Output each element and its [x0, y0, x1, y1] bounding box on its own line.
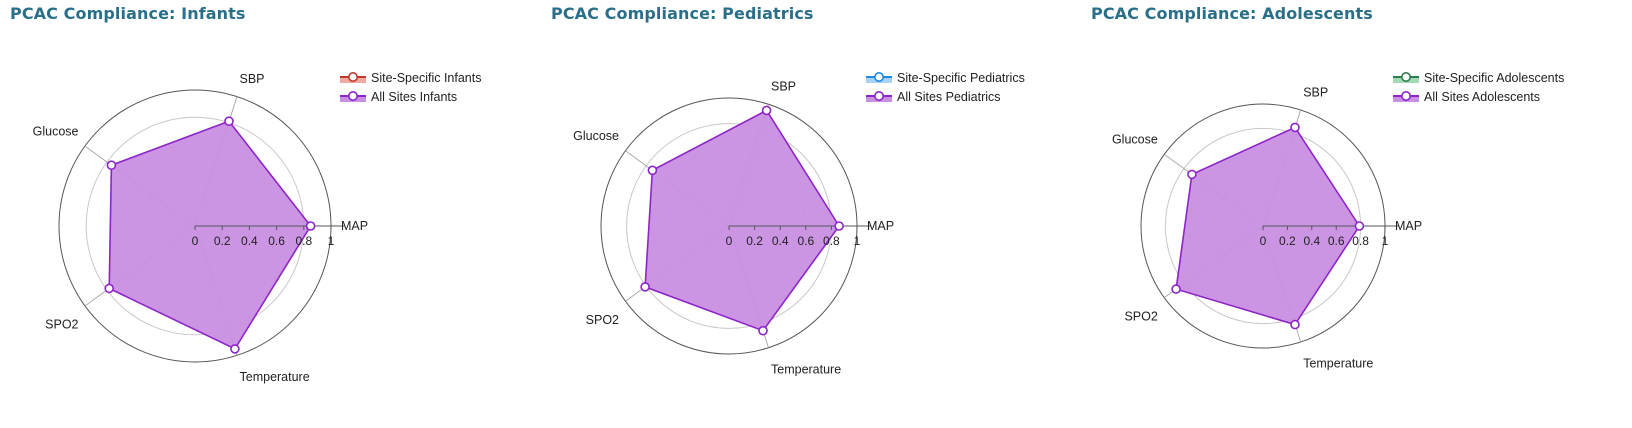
point-sbp[interactable] [1290, 122, 1300, 133]
tick-label-0: 0 [1260, 234, 1267, 248]
radar-chart-pediatrics: 0 0.2 0.4 0.6 0.8 1 MAP SBP Glucose SPO2 Temperatu… [573, 71, 1025, 377]
axis-label-temperature: Temperature [240, 370, 310, 384]
series-layer [644, 109, 841, 332]
point-sbp[interactable] [761, 105, 772, 116]
legend-label: All Sites Pediatrics [897, 90, 1001, 104]
tick-label-0-6: 0.6 [797, 234, 814, 248]
point-spo2[interactable] [1171, 284, 1181, 294]
point-map[interactable] [834, 221, 844, 231]
legend-label: Site-Specific Adolescents [1424, 71, 1564, 85]
series-area-all-sites-pediatrics [644, 109, 841, 332]
legend-swatch-marker [1400, 72, 1411, 83]
chart-panel-pediatrics: PCAC Compliance: Pediatrics 0 0.2 0.4 0.6 0.… [551, 0, 1091, 428]
legend-swatch-marker [347, 91, 358, 102]
legend-item-site-specific-pediatrics[interactable]: Site-Specific Pediatrics [866, 71, 1025, 85]
axis-labels: MAP SBP Glucose SPO2 Temperature [33, 72, 368, 384]
legend-label: All Sites Infants [371, 90, 457, 104]
axis-label-sbp: SBP [240, 72, 265, 86]
legend: Site-Specific Pediatrics All Sites Pediat… [866, 71, 1025, 104]
legend-swatch-marker [1400, 91, 1411, 102]
tick-label-0: 0 [192, 234, 199, 248]
legend-item-site-specific-adolescents[interactable]: Site-Specific Adolescents [1393, 71, 1564, 85]
series-points [640, 105, 844, 336]
axis-label-spo2: SPO2 [45, 318, 78, 332]
axis-label-spo2: SPO2 [1124, 309, 1157, 323]
point-temperature[interactable] [230, 344, 240, 354]
point-temperature[interactable] [1290, 319, 1300, 330]
tick-label-0-4: 0.4 [241, 234, 258, 248]
tick-label-0-8: 0.8 [295, 234, 312, 248]
legend-item-all-sites-pediatrics[interactable]: All Sites Pediatrics [866, 90, 1001, 104]
legend-label: Site-Specific Infants [371, 71, 481, 85]
legend: Site-Specific Infants All Sites Infants [340, 71, 481, 104]
axis-label-map: MAP [1395, 219, 1422, 233]
series-layer [108, 120, 312, 350]
tick-label-0: 0 [726, 234, 733, 248]
legend-label: All Sites Adolescents [1424, 90, 1540, 104]
legend: Site-Specific Adolescents All Sites Adole… [1393, 71, 1564, 104]
tick-label-0-8: 0.8 [823, 234, 840, 248]
point-sbp[interactable] [224, 116, 234, 126]
chart-panel-infants: PCAC Compliance: Infants 0 0.2 0.4 0.6 0.8 1 M… [10, 0, 550, 428]
axis-label-spo2: SPO2 [586, 313, 619, 327]
axis-label-glucose: Glucose [1112, 133, 1158, 147]
point-spo2[interactable] [640, 282, 650, 292]
tick-label-0-8: 0.8 [1352, 234, 1369, 248]
axis-labels: MAP SBP Glucose SPO2 Temperature [1112, 85, 1422, 370]
legend-item-site-specific-infants[interactable]: Site-Specific Infants [340, 71, 481, 85]
point-spo2[interactable] [104, 283, 114, 294]
axis-label-sbp: SBP [1303, 85, 1328, 99]
tick-label-1: 1 [1382, 234, 1389, 248]
point-map[interactable] [305, 221, 316, 231]
tick-label-0-4: 0.4 [1303, 234, 1320, 248]
chart-title: PCAC Compliance: Pediatrics [551, 4, 814, 23]
axis-label-glucose: Glucose [33, 124, 79, 138]
axis-label-map: MAP [341, 219, 368, 233]
tick-label-0-6: 0.6 [268, 234, 285, 248]
tick-label-1: 1 [854, 234, 861, 248]
point-temperature[interactable] [758, 325, 768, 336]
radar-chart-infants: 0 0.2 0.4 0.6 0.8 1 MAP SBP Glucose SPO2 Temperatu… [33, 71, 482, 384]
point-glucose[interactable] [647, 165, 658, 176]
radar-chart-adolescents: 0 0.2 0.4 0.6 0.8 1 MAP SBP Glucose SPO2 Temperatu… [1112, 71, 1564, 371]
axis-label-temperature: Temperature [1303, 357, 1373, 371]
axis-labels: MAP SBP Glucose SPO2 Temperature [573, 80, 894, 377]
chart-title: PCAC Compliance: Adolescents [1091, 4, 1373, 23]
axis-label-map: MAP [867, 219, 894, 233]
tick-label-1: 1 [328, 234, 335, 248]
tick-labels: 0 0.2 0.4 0.6 0.8 1 [1260, 226, 1389, 248]
point-glucose[interactable] [106, 160, 117, 170]
series-points [104, 116, 316, 354]
tick-labels: 0 0.2 0.4 0.6 0.8 1 [192, 226, 335, 248]
axis-label-sbp: SBP [771, 80, 796, 94]
legend-item-all-sites-infants[interactable]: All Sites Infants [340, 90, 457, 104]
axis-label-glucose: Glucose [573, 129, 619, 143]
tick-label-0-2: 0.2 [1279, 234, 1296, 248]
legend-swatch-marker [873, 72, 884, 83]
legend-swatch-marker [347, 72, 358, 83]
legend-label: Site-Specific Pediatrics [897, 71, 1025, 85]
axis-label-temperature: Temperature [771, 362, 841, 376]
point-glucose[interactable] [1187, 169, 1197, 180]
chart-panel-adolescents: PCAC Compliance: Adolescents 0 0.2 0.4 0.6 0… [1091, 0, 1631, 428]
tick-label-0-2: 0.2 [214, 234, 231, 248]
series-area-all-sites-infants [108, 120, 312, 350]
series-points [1171, 122, 1365, 330]
tick-label-0-4: 0.4 [772, 234, 789, 248]
chart-title: PCAC Compliance: Infants [10, 4, 246, 23]
legend-item-all-sites-adolescents[interactable]: All Sites Adolescents [1393, 90, 1540, 104]
tick-label-0-6: 0.6 [1328, 234, 1345, 248]
legend-swatch-marker [873, 91, 884, 102]
point-map[interactable] [1354, 221, 1365, 231]
tick-labels: 0 0.2 0.4 0.6 0.8 1 [726, 226, 861, 248]
tick-label-0-2: 0.2 [746, 234, 763, 248]
